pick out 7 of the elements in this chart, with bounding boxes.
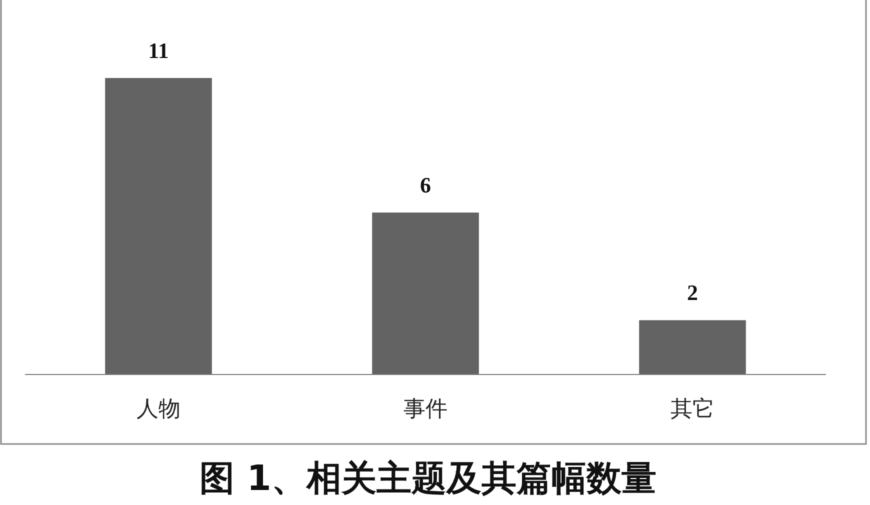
x-tick-label: 事件 <box>404 397 448 422</box>
x-tick-label: 其它 <box>670 397 714 422</box>
data-label: 2 <box>687 280 698 306</box>
x-tick-label: 人物 <box>136 397 180 422</box>
text: 图 1、相关主题及其篇幅数量 <box>200 459 656 499</box>
data-label: 6 <box>420 172 431 198</box>
data-label: 11 <box>148 38 169 63</box>
